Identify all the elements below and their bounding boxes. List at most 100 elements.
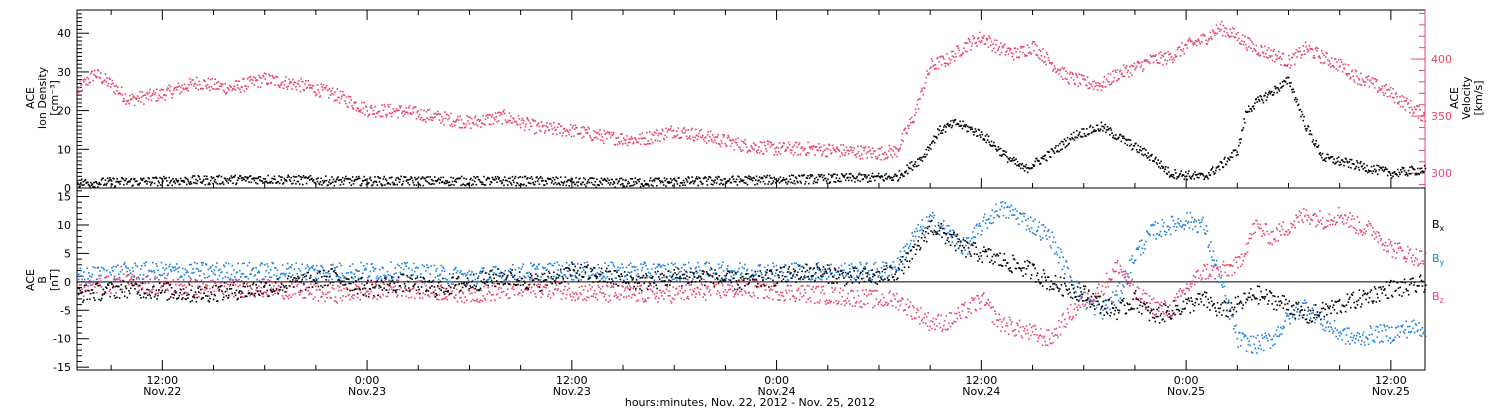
density-series-point <box>396 183 398 186</box>
density-tick-label: 0 <box>64 182 71 195</box>
density-series-point <box>439 179 441 181</box>
velocity-series-point <box>415 118 418 120</box>
density-series-point <box>871 175 873 177</box>
by-series-point <box>771 272 774 274</box>
density-series-point <box>911 169 914 171</box>
by-series-point <box>1122 284 1124 286</box>
density-series-point <box>322 182 325 184</box>
velocity-series-point <box>1100 89 1103 92</box>
density-series-point <box>331 176 333 178</box>
by-series-point <box>982 220 984 222</box>
velocity-series-point <box>1373 77 1375 80</box>
density-series-point <box>659 179 661 182</box>
velocity-series-point <box>1339 65 1341 67</box>
velocity-series-point <box>894 146 897 149</box>
by-series-point <box>507 270 510 272</box>
density-series-point <box>1016 160 1019 163</box>
density-series-point <box>632 184 634 187</box>
velocity-series-point <box>1308 44 1311 47</box>
velocity-series-point <box>592 138 594 141</box>
velocity-series-point <box>640 137 643 139</box>
velocity-series-point <box>1061 66 1063 69</box>
velocity-series-point <box>87 78 90 80</box>
by-series-point <box>213 269 216 272</box>
density-series-point <box>745 176 748 178</box>
velocity-series-point <box>1079 83 1082 86</box>
velocity-series-point <box>1332 65 1334 67</box>
by-series-point <box>442 266 444 269</box>
density-series-point <box>620 177 623 180</box>
velocity-series-point <box>1129 65 1131 68</box>
density-series-point <box>451 180 454 183</box>
density-series-point <box>1400 169 1402 171</box>
density-series-point <box>1126 144 1129 146</box>
by-series-point <box>188 264 191 266</box>
density-series-point <box>88 184 91 187</box>
by-series-point <box>439 273 442 276</box>
density-series-point <box>477 176 479 178</box>
velocity-series-point <box>292 84 295 86</box>
velocity-series-point <box>656 139 659 142</box>
by-series-point <box>296 272 298 275</box>
velocity-series-point <box>489 114 491 116</box>
by-series-point <box>657 263 659 266</box>
density-series-point <box>943 126 945 128</box>
velocity-series-point <box>495 115 498 118</box>
by-series-point <box>183 273 186 276</box>
density-series-point <box>302 183 304 186</box>
density-series-point <box>923 156 925 158</box>
velocity-series-point <box>735 142 738 144</box>
velocity-series-point <box>176 86 179 88</box>
velocity-series-point <box>1211 29 1214 31</box>
by-series-point <box>827 275 830 278</box>
velocity-series-point <box>1242 43 1245 46</box>
by-series-point <box>846 273 849 275</box>
density-series-point <box>646 184 648 186</box>
by-series-point <box>1075 291 1077 293</box>
density-series-point <box>503 176 506 178</box>
velocity-series-point <box>677 127 680 129</box>
velocity-series-point <box>110 86 112 88</box>
velocity-series-point <box>411 113 413 115</box>
by-series-point <box>190 263 193 266</box>
density-series-point <box>450 176 452 179</box>
by-series-point <box>553 275 555 278</box>
by-series-point <box>1169 226 1171 229</box>
by-series-point <box>314 268 316 271</box>
density-series-point <box>899 176 901 179</box>
velocity-series-point <box>573 128 576 130</box>
velocity-series-point <box>658 132 660 135</box>
by-series-point <box>557 269 559 271</box>
velocity-series-point <box>702 138 705 141</box>
velocity-series-point <box>684 131 686 134</box>
by-series-point <box>763 266 766 269</box>
velocity-series-point <box>1135 67 1137 69</box>
by-series-point <box>984 222 987 225</box>
by-series-point <box>83 278 86 281</box>
velocity-series-point <box>1258 55 1261 57</box>
velocity-series-point <box>1000 51 1003 54</box>
velocity-series-point <box>865 152 868 155</box>
velocity-series-point <box>705 142 708 144</box>
velocity-series-point <box>385 115 388 118</box>
by-series-point <box>724 276 727 278</box>
density-series-point <box>1355 165 1358 168</box>
density-series-point <box>1296 98 1298 101</box>
density-series-point <box>886 178 888 180</box>
velocity-series-point <box>198 80 200 83</box>
density-series-point <box>810 175 812 178</box>
density-axis-title-line3: [cm⁻³] <box>48 80 61 116</box>
by-series-point <box>154 275 157 278</box>
density-series-point <box>791 182 794 184</box>
density-series-point <box>411 179 414 182</box>
by-series-point <box>972 231 974 233</box>
density-series-point <box>596 178 598 180</box>
velocity-series-point <box>815 146 818 148</box>
velocity-series-point <box>598 133 600 136</box>
by-series-point <box>521 265 524 268</box>
density-series-point <box>90 184 93 186</box>
by-series-point <box>769 278 772 280</box>
by-series-point <box>693 271 696 274</box>
by-series-point <box>1143 243 1146 246</box>
density-series-point <box>282 182 285 184</box>
